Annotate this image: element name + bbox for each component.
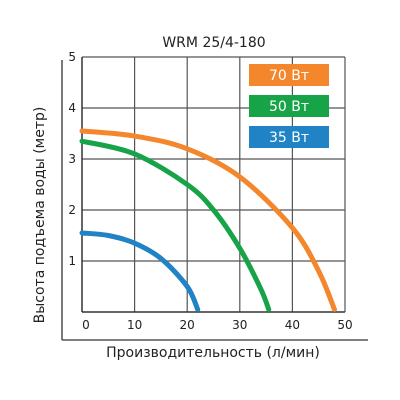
y-tick-label: 3: [68, 152, 76, 166]
legend-label-1: 50 Вт: [269, 99, 309, 115]
x-axis-title: Производительность (л/мин): [106, 345, 320, 361]
x-tick-label: 20: [180, 318, 195, 332]
legend-label-2: 35 Вт: [269, 130, 309, 146]
legend-box-2: [249, 126, 329, 148]
x-tick-label: 10: [127, 318, 142, 332]
x-tick-label: 40: [285, 318, 300, 332]
y-tick-label: 4: [68, 101, 76, 115]
legend-box-1: [249, 95, 329, 117]
chart-title: WRM 25/4-180: [162, 35, 265, 51]
y-tick-label: 2: [68, 203, 76, 217]
x-tick-label: 50: [337, 318, 352, 332]
legend-box-0: [249, 64, 329, 86]
series-line-0: [79, 128, 337, 312]
y-tick-label: 1: [68, 254, 76, 268]
series-line-2: [79, 230, 201, 312]
x-tick-label: 0: [82, 318, 90, 332]
series: [79, 128, 337, 312]
y-tick-label: 5: [68, 50, 76, 64]
axes: [61, 57, 368, 341]
tick-labels: 0 10 20 30 40 50 1 2 3 4 5: [68, 50, 352, 332]
y-axis-title: Высота подъема воды (метр): [32, 107, 48, 324]
x-tick-label: 30: [232, 318, 247, 332]
series-line-1: [79, 138, 272, 312]
legend-label-0: 70 Вт: [269, 68, 309, 84]
legend: 70 Вт 50 Вт 35 Вт: [249, 64, 329, 148]
